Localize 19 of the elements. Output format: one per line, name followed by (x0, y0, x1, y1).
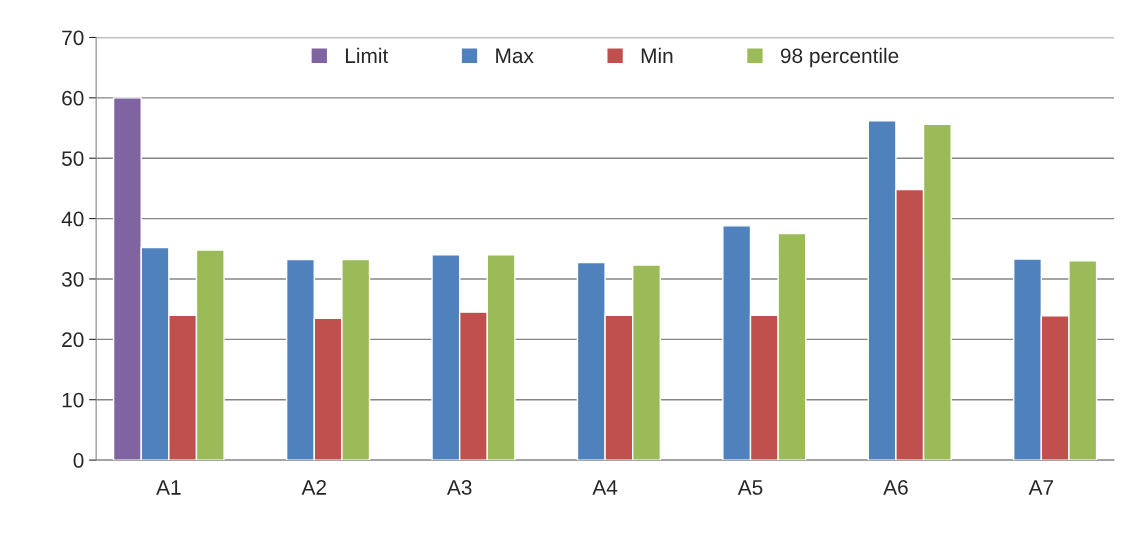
legend-label: 98 percentile (780, 47, 899, 68)
y-tick-label: 30 (61, 271, 84, 287)
x-tick-label: A2 (301, 480, 326, 495)
y-tick-label: 40 (61, 211, 84, 227)
x-tick-label: A5 (737, 480, 763, 495)
y-tick-label: 50 (61, 151, 84, 166)
y-tick-label: 10 (62, 392, 84, 408)
y-tick-label: 20 (62, 332, 84, 348)
x-tick-label: A4 (592, 480, 618, 495)
x-tick-label: A1 (156, 480, 181, 495)
y-tick-label: 70 (62, 30, 84, 46)
legend-label: Min (641, 47, 673, 63)
x-tick-label: A7 (1028, 480, 1054, 495)
legend-label: Limit (345, 47, 389, 64)
x-tick-label: A6 (883, 480, 908, 495)
y-tick-label: 0 (73, 453, 84, 468)
legend-label: Max (496, 48, 534, 64)
x-tick-label: A3 (446, 480, 472, 495)
y-tick-label: 60 (62, 90, 84, 106)
